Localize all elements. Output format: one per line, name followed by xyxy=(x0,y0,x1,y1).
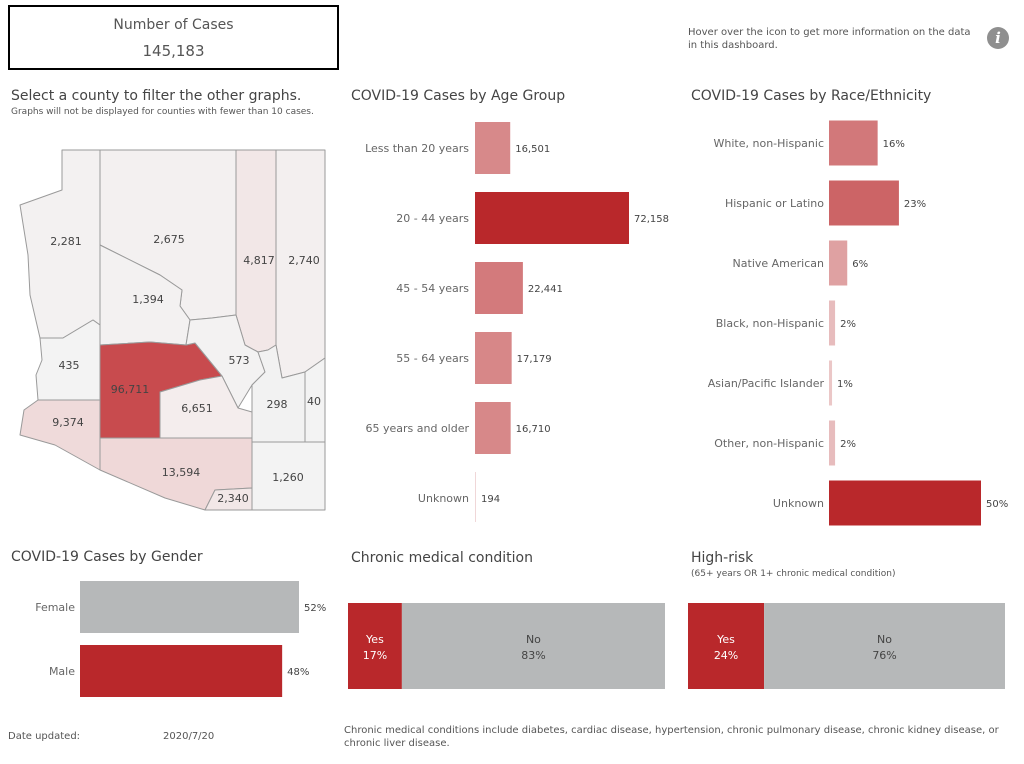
bar[interactable] xyxy=(475,472,476,522)
county-map: 2,281 2,675 4,817 2,740 1,394 435 96,711… xyxy=(19,149,326,511)
bar[interactable] xyxy=(829,300,836,346)
category-label: 55 - 64 years xyxy=(396,352,469,365)
bar[interactable] xyxy=(829,480,981,526)
race-chart-title: COVID-19 Cases by Race/Ethnicity xyxy=(691,88,932,104)
data-label: 17,179 xyxy=(517,354,552,365)
chronic-footnote: Chronic medical conditions include diabe… xyxy=(344,725,999,749)
county-value-mohave: 2,281 xyxy=(50,235,82,248)
county-value-santa-cruz: 2,340 xyxy=(217,492,249,505)
segment-percent-label: 76% xyxy=(872,649,896,662)
county-value-graham: 298 xyxy=(267,398,288,411)
segment-category-label: No xyxy=(877,633,892,646)
race-chart: White, non-Hispanic 16% Hispanic or Latino… xyxy=(708,120,1008,526)
category-label: 45 - 54 years xyxy=(396,282,469,295)
category-label: Male xyxy=(49,665,75,678)
highrisk-chart-subtitle: (65+ years OR 1+ chronic medical conditi… xyxy=(691,569,896,579)
segment-yes[interactable] xyxy=(688,603,765,689)
segment-category-label: Yes xyxy=(365,633,384,646)
county-value-cochise: 1,260 xyxy=(272,471,304,484)
age-chart: Less than 20 years 16,501 20 - 44 years 72,… xyxy=(365,122,669,522)
county-navajo[interactable] xyxy=(235,149,277,353)
date-updated-value: 2020/7/20 xyxy=(163,731,215,742)
county-cochise[interactable] xyxy=(251,441,326,511)
data-label: 16,710 xyxy=(516,424,551,435)
county-value-greenlee: 40 xyxy=(307,395,321,408)
data-label: 2% xyxy=(840,319,856,330)
segment-no[interactable] xyxy=(401,603,665,689)
county-value-pinal: 6,651 xyxy=(181,402,213,415)
bar[interactable] xyxy=(475,192,629,244)
category-label: Unknown xyxy=(773,497,824,510)
data-label: 16% xyxy=(883,139,905,150)
total-cases-label: Number of Cases xyxy=(113,17,234,33)
date-updated-label: Date updated: xyxy=(8,731,81,742)
category-label: Native American xyxy=(733,257,824,270)
category-label: 20 - 44 years xyxy=(396,212,469,225)
highrisk-chart-title: High-risk xyxy=(691,550,754,566)
segment-percent-label: 83% xyxy=(521,649,545,662)
gender-chart: Female 52% Male 48% xyxy=(35,581,326,697)
data-label: 2% xyxy=(840,439,856,450)
bar[interactable] xyxy=(829,240,848,286)
data-label: 1% xyxy=(837,379,853,390)
bar[interactable] xyxy=(475,402,511,454)
category-label: Black, non-Hispanic xyxy=(716,317,824,330)
info-icon[interactable]: i xyxy=(987,27,1009,49)
data-label: 23% xyxy=(904,199,926,210)
category-label: Female xyxy=(35,601,75,614)
category-label: Less than 20 years xyxy=(365,142,469,155)
bar[interactable] xyxy=(829,360,833,406)
category-label: Asian/Pacific Islander xyxy=(708,377,825,390)
category-label: White, non-Hispanic xyxy=(714,137,824,150)
chronic-chart: Yes 17% No 83% xyxy=(348,603,665,689)
county-value-maricopa: 96,711 xyxy=(111,383,150,396)
age-chart-title: COVID-19 Cases by Age Group xyxy=(351,88,566,104)
segment-yes[interactable] xyxy=(348,603,402,689)
total-cases-value: 145,183 xyxy=(142,42,205,60)
county-yuma[interactable] xyxy=(19,399,101,471)
data-label: 194 xyxy=(481,494,500,505)
segment-percent-label: 24% xyxy=(714,649,738,662)
total-cases-card: Number of Cases 145,183 xyxy=(8,5,339,70)
data-label: 22,441 xyxy=(528,284,563,295)
map-title: Select a county to filter the other grap… xyxy=(11,88,302,104)
segment-category-label: No xyxy=(526,633,541,646)
data-label: 52% xyxy=(304,603,326,614)
data-label: 48% xyxy=(287,667,309,678)
segment-category-label: Yes xyxy=(716,633,735,646)
data-label: 6% xyxy=(852,259,868,270)
category-label: Other, non-Hispanic xyxy=(714,437,824,450)
bar[interactable] xyxy=(829,180,899,226)
bar[interactable] xyxy=(829,420,836,466)
county-value-yavapai: 1,394 xyxy=(132,293,164,306)
bar[interactable] xyxy=(80,645,283,697)
county-value-apache: 2,740 xyxy=(288,254,320,267)
map-subtitle: Graphs will not be displayed for countie… xyxy=(11,107,314,117)
segment-percent-label: 17% xyxy=(363,649,387,662)
bar[interactable] xyxy=(475,122,511,174)
data-label: 72,158 xyxy=(634,214,669,225)
segment-no[interactable] xyxy=(764,603,1005,689)
bar[interactable] xyxy=(80,581,299,633)
county-value-coconino: 2,675 xyxy=(153,233,185,246)
info-text: Hover over the icon to get more informat… xyxy=(688,27,971,51)
bar[interactable] xyxy=(475,332,512,384)
county-value-la-paz: 435 xyxy=(59,359,80,372)
county-value-pima: 13,594 xyxy=(162,466,201,479)
county-value-navajo: 4,817 xyxy=(243,254,275,267)
chronic-chart-title: Chronic medical condition xyxy=(351,550,533,566)
county-value-yuma: 9,374 xyxy=(52,416,84,429)
highrisk-chart: Yes 24% No 76% xyxy=(688,603,1005,689)
gender-chart-title: COVID-19 Cases by Gender xyxy=(11,549,203,565)
category-label: Hispanic or Latino xyxy=(725,197,824,210)
category-label: 65 years and older xyxy=(365,422,469,435)
category-label: Unknown xyxy=(418,492,469,505)
county-value-gila: 573 xyxy=(229,354,250,367)
bar[interactable] xyxy=(475,262,523,314)
data-label: 16,501 xyxy=(515,144,550,155)
data-label: 50% xyxy=(986,499,1008,510)
bar[interactable] xyxy=(829,120,878,166)
